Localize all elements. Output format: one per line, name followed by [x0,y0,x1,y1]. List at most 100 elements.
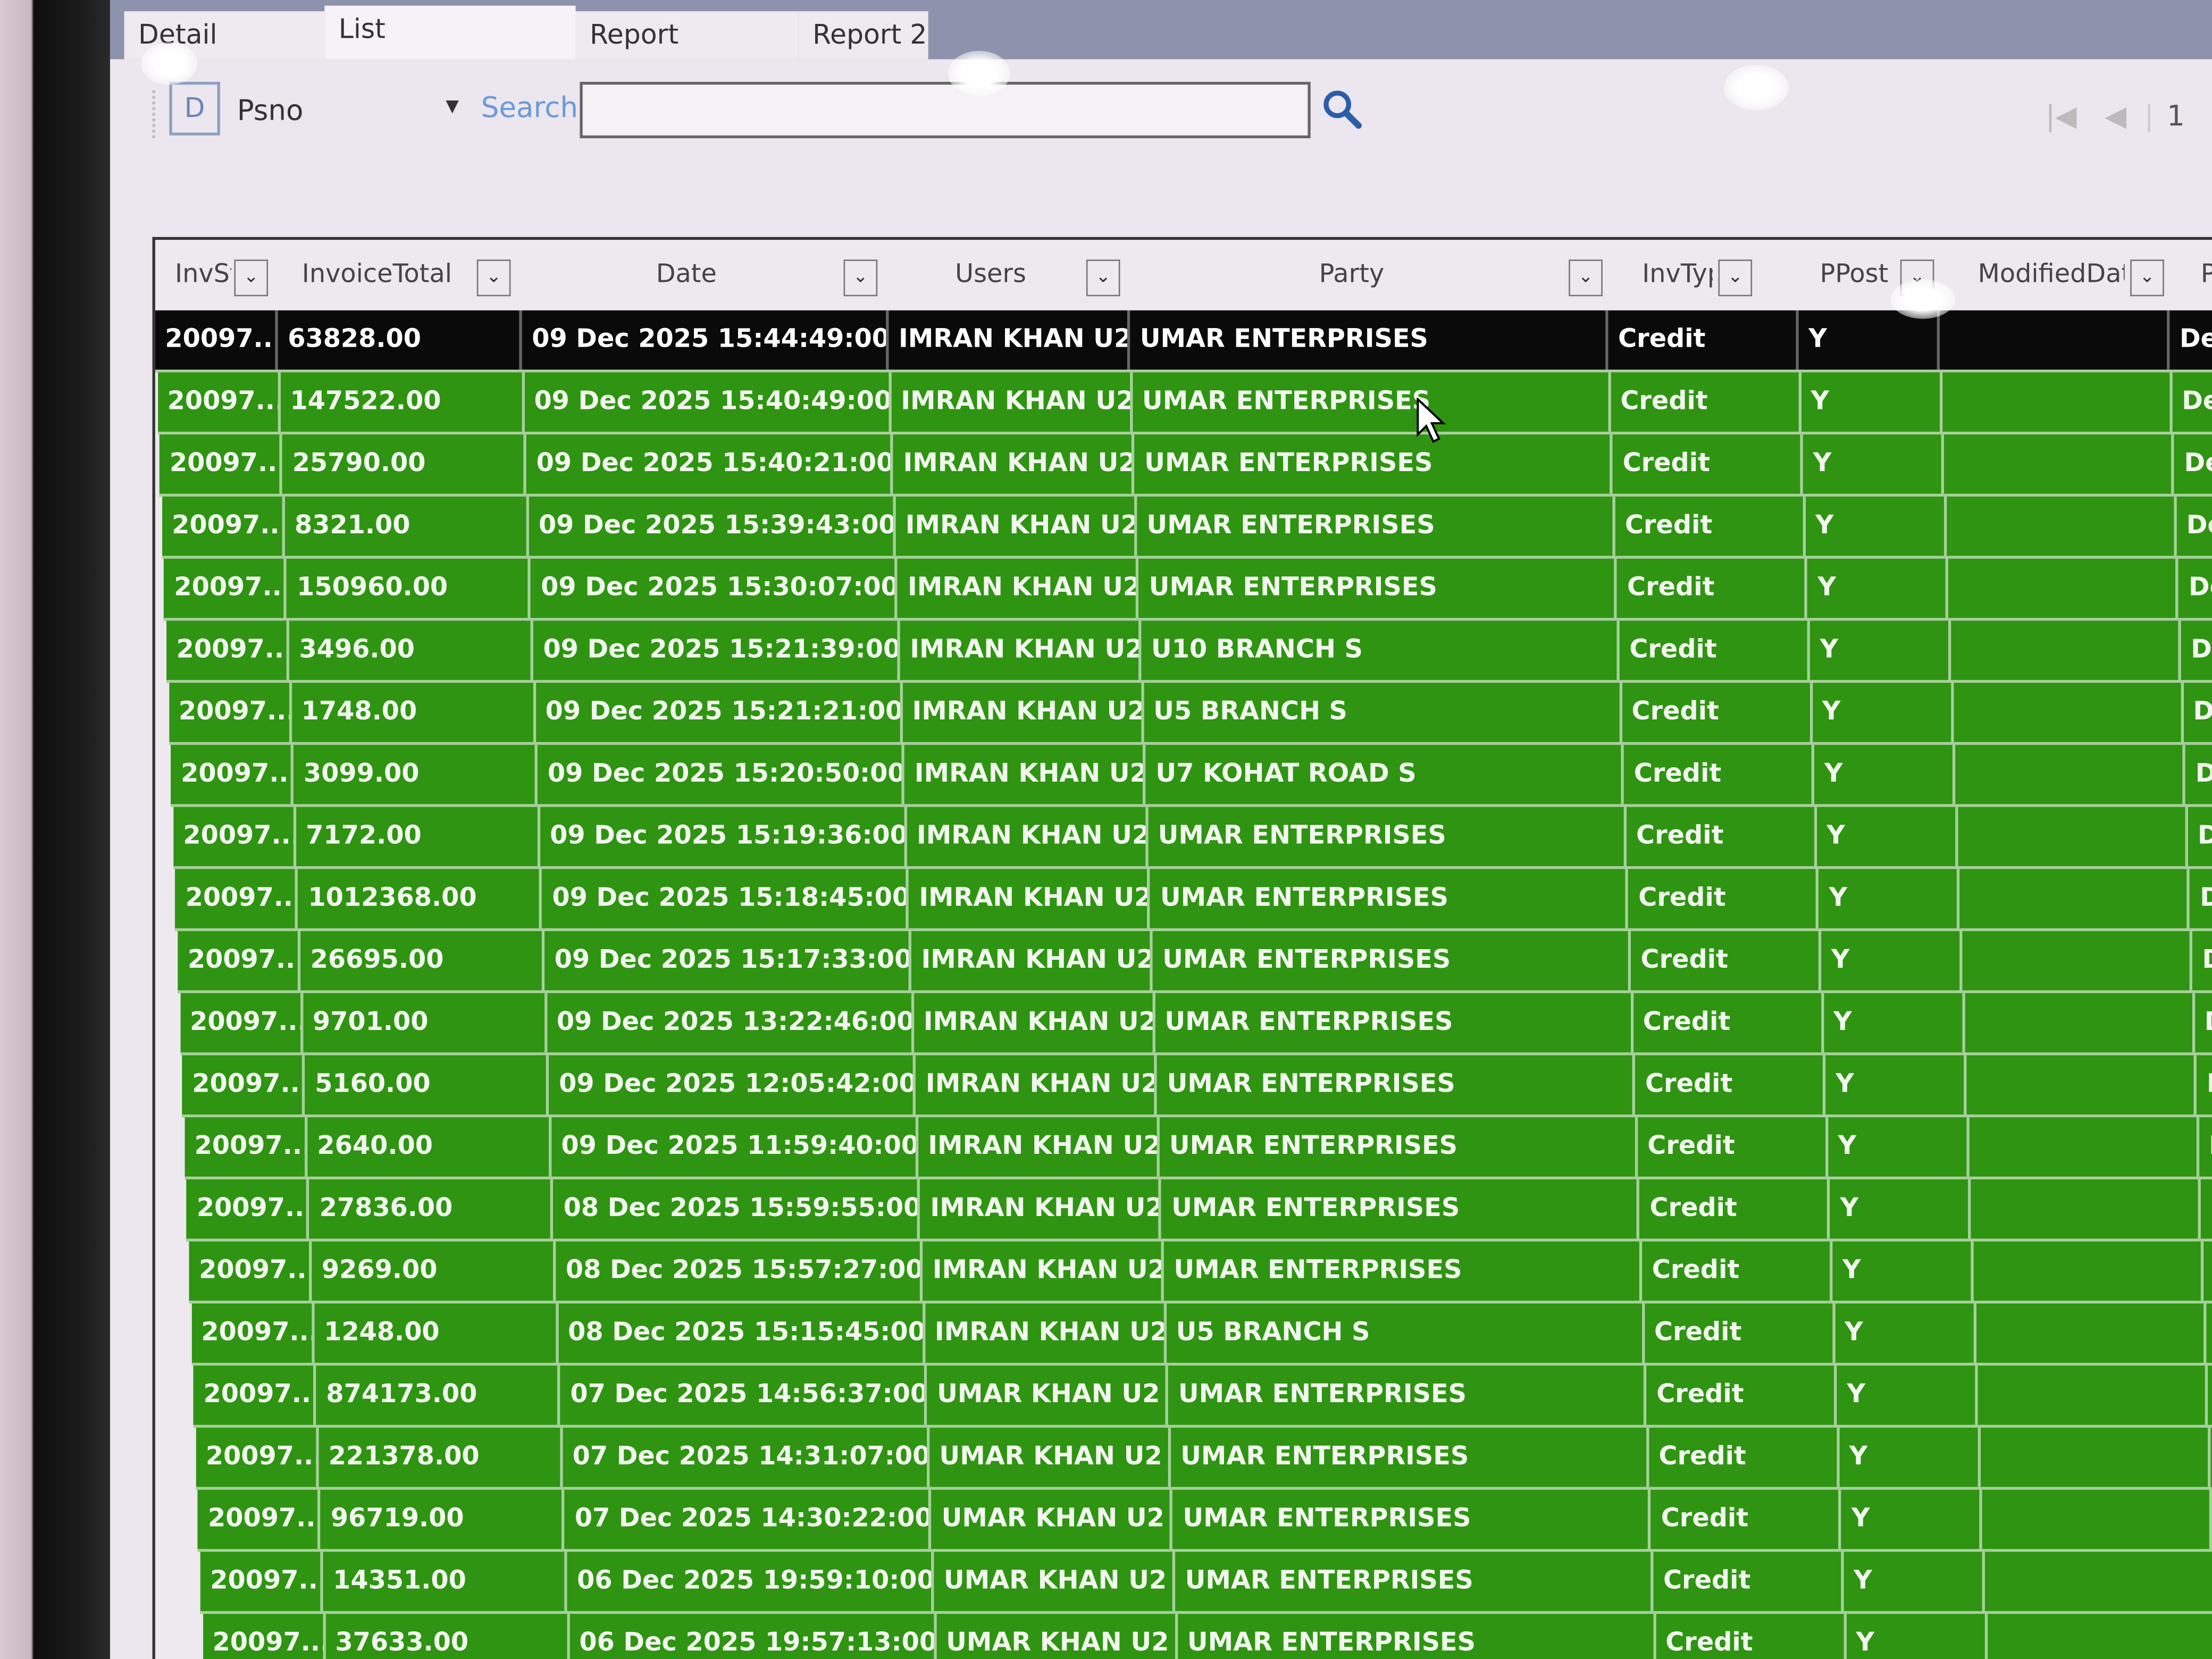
cell-type[interactable]: Credit [1629,869,1819,928]
page-number[interactable]: 1 [2167,98,2185,133]
cell-type[interactable]: Credit [1633,993,1824,1053]
cell-inv[interactable]: 20097... [180,993,303,1053]
cell-type[interactable]: Credit [1647,1365,1837,1425]
cell-party[interactable]: UMAR ENTERPRISES [1173,1489,1652,1549]
cell-date[interactable]: 09 Dec 2025 12:05:42:000 [549,1055,916,1115]
cell-total[interactable]: 221378.00 [319,1427,563,1487]
cell-last[interactable]: Dec [2188,807,2212,866]
cell-ppost[interactable]: Y [1801,372,1942,432]
cell-type[interactable]: Credit [1624,744,1815,805]
cell-total[interactable]: 1748.00 [291,683,536,742]
column-header-invtype[interactable]: InvType [1642,259,1713,289]
cell-type[interactable]: Credit [1635,1055,1826,1115]
tab-report[interactable]: Report [575,11,799,60]
table-row[interactable]: 20097... 96719.00 07 Dec 2025 14:30:22:000… [198,1489,2212,1552]
cell-date[interactable]: 09 Dec 2025 15:17:33:000 [544,931,911,991]
cell-date[interactable]: 08 Dec 2025 15:15:45:000 [558,1303,925,1363]
cell-user[interactable]: IMRAN KHAN U2 [914,993,1155,1053]
cell-last[interactable]: Dec [2183,683,2212,742]
search-input[interactable] [580,81,1311,139]
filter-dropdown-icon[interactable]: ⌄ [1718,259,1753,297]
cell-total[interactable]: 3496.00 [289,621,533,680]
cell-inv[interactable]: 20097... [164,558,287,618]
cell-date[interactable]: 09 Dec 2025 15:21:39:000 [533,621,900,680]
cell-date[interactable]: 09 Dec 2025 15:39:43:000 [529,496,896,556]
cell-user[interactable]: UMAR KHAN U2 [936,1614,1178,1659]
table-row[interactable]: 20097... 2640.00 09 Dec 2025 11:59:40:000 I… [185,1117,2212,1179]
cell-party[interactable]: U7 KOHAT ROAD S [1146,744,1624,805]
cell-ppost[interactable]: Y [1832,1241,1974,1301]
cell-ppost[interactable]: Y [1805,496,1947,556]
cell-date[interactable]: 09 Dec 2025 15:40:49:000 [524,372,891,432]
cell-user[interactable]: IMRAN KHAN U2 [920,1179,1162,1239]
cell-inv[interactable]: 20097... [171,744,294,805]
cell-user[interactable]: IMRAN KHAN U2 [909,869,1151,928]
cell-user[interactable]: IMRAN KHAN U2 [911,931,1153,991]
cell-last[interactable]: Dec [2190,869,2212,928]
filter-dropdown-icon[interactable]: ⌄ [843,259,878,297]
cell-ppost[interactable]: Y [1817,807,1958,867]
cell-inv[interactable]: 20097... [169,683,292,742]
tab-report-2[interactable]: Report 2 [798,11,928,60]
cell-date[interactable]: 09 Dec 2025 15:44:49:000 [522,310,889,370]
cell-modified[interactable] [1983,1489,2212,1549]
cell-user[interactable]: IMRAN KHAN U2 [904,744,1146,805]
cell-ppost[interactable]: Y [1819,869,1960,928]
cell-type[interactable]: Credit [1613,434,1804,494]
cell-inv[interactable]: 20097... [157,372,280,432]
cell-last[interactable]: Dec [2174,434,2212,493]
cell-last[interactable]: Dec [2197,1055,2212,1115]
table-row[interactable]: 20097... 3496.00 09 Dec 2025 15:21:39:000 I… [166,621,2212,683]
cell-total[interactable]: 37633.00 [325,1614,569,1659]
cell-last[interactable]: Dec [2199,1117,2212,1176]
cell-date[interactable]: 08 Dec 2025 15:57:27:000 [556,1241,923,1301]
cell-type[interactable]: Credit [1656,1614,1846,1659]
cell-type[interactable]: Credit [1617,558,1808,618]
table-row[interactable]: 20097... 150960.00 09 Dec 2025 15:30:07:00… [164,558,2212,621]
cell-ppost[interactable]: Y [1810,621,1951,680]
filter-dropdown-icon[interactable]: ⌄ [476,259,511,297]
table-row[interactable]: 20097... 14351.00 06 Dec 2025 19:59:10:000… [200,1552,2212,1614]
column-header-users[interactable]: Users [955,259,1026,289]
cell-modified[interactable] [1971,1179,2201,1239]
cell-last[interactable]: Dec [2176,497,2212,556]
cell-date[interactable]: 09 Dec 2025 13:22:46:000 [547,993,914,1053]
column-header-invoice-total[interactable]: InvoiceTotal [301,259,453,289]
cell-modified[interactable] [1944,434,2174,494]
cell-ppost[interactable]: Y [1812,683,1954,742]
table-row[interactable]: 20097... 874173.00 07 Dec 2025 14:56:37:00… [193,1365,2212,1428]
cell-inv[interactable]: 20097... [155,310,278,370]
cell-user[interactable]: IMRAN KHAN U2 [925,1303,1167,1363]
cell-modified[interactable] [1976,1303,2206,1363]
cell-total[interactable]: 63828.00 [278,310,522,370]
cell-modified[interactable] [1940,310,2170,370]
table-row[interactable]: 20097... 26695.00 09 Dec 2025 15:17:33:000… [178,931,2212,993]
table-row[interactable]: 20097... 3099.00 09 Dec 2025 15:20:50:000 I… [171,744,2212,807]
cell-last[interactable]: Dec 8 [2206,1303,2212,1362]
search-icon[interactable] [1320,87,1363,130]
cell-modified[interactable] [1960,869,2190,928]
cell-total[interactable]: 874173.00 [316,1365,560,1425]
cell-total[interactable]: 26695.00 [300,931,545,991]
cell-modified[interactable] [1958,807,2188,867]
cell-party[interactable]: U10 BRANCH S [1141,621,1620,680]
cell-date[interactable]: 09 Dec 2025 15:18:45:000 [542,869,909,928]
cell-last[interactable]: Dec [2194,993,2212,1052]
cell-type[interactable]: Credit [1638,1117,1828,1177]
cell-user[interactable]: IMRAN KHAN U2 [916,1055,1158,1115]
cell-party[interactable]: UMAR ENTERPRISES [1168,1365,1647,1425]
cell-date[interactable]: 06 Dec 2025 19:59:10:000 [567,1552,934,1611]
cell-inv[interactable]: 20097... [173,807,296,867]
cell-inv[interactable]: 20097... [162,496,285,556]
cell-type[interactable]: Credit [1642,1241,1833,1301]
cell-party[interactable]: UMAR ENTERPRISES [1130,310,1608,370]
cell-inv[interactable]: 20097... [196,1427,319,1487]
table-row[interactable]: 20097... 221378.00 07 Dec 2025 14:31:07:00… [196,1427,2212,1490]
cell-total[interactable]: 8321.00 [284,496,529,556]
cell-user[interactable]: IMRAN KHAN U2 [889,310,1130,370]
cell-party[interactable]: U5 BRANCH S [1166,1303,1645,1363]
cell-party[interactable]: UMAR ENTERPRISES [1175,1552,1654,1611]
table-row[interactable]: 20097... 37633.00 06 Dec 2025 19:57:13:000… [202,1614,2212,1659]
cell-date[interactable]: 09 Dec 2025 15:30:07:000 [531,558,898,618]
cell-inv[interactable]: 20097... [194,1365,316,1425]
